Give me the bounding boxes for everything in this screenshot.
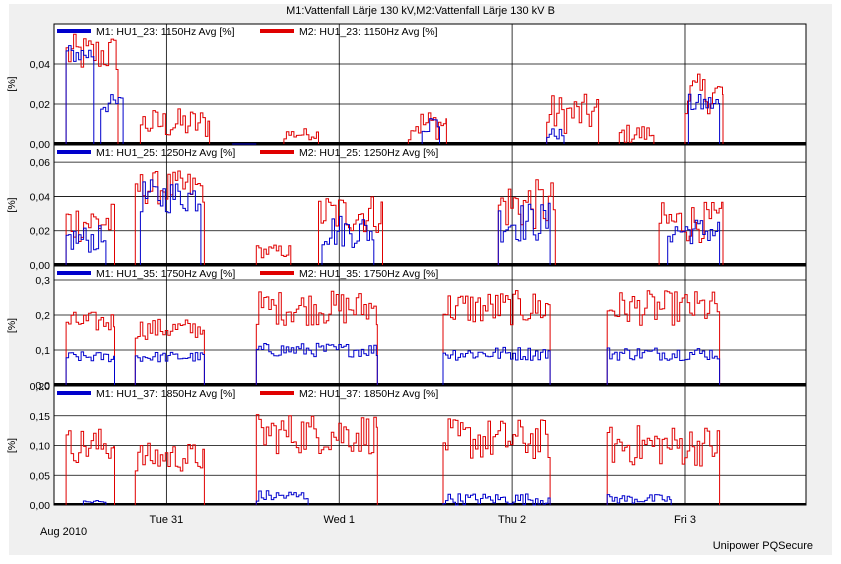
series-line-m2 [442, 418, 551, 505]
series-line-m1 [255, 490, 309, 505]
series-line-m1 [606, 494, 672, 505]
y-tick-label: 0,06 [30, 157, 51, 169]
plot-area [53, 144, 807, 266]
x-tick-label: Fri 3 [674, 514, 696, 526]
y-tick-label: 0,15 [30, 411, 51, 423]
panel-4: 0,00 0,05 0,10 0,15 0,20 [%] M1: HU1_37: 1850H… [6, 381, 807, 512]
legend-label: M2: HU1_25: 1250Hz Avg [%] [299, 147, 438, 159]
series-line-m2 [318, 196, 383, 265]
brand-label: Unipower PQSecure [712, 540, 813, 552]
y-tick-label: 0,10 [30, 441, 51, 453]
y-tick-label: 0,20 [30, 381, 51, 393]
y-tick-label: 0,02 [30, 99, 51, 111]
series-line-m2 [65, 311, 115, 385]
panel-3: 0,0 0,1 0,2 0,3 [%] M1: HU1_35: 1750Hz Avg [%… [6, 265, 807, 392]
series-line-m1 [134, 351, 205, 385]
legend-label: M1: HU1_23: 1150Hz Avg [%] [96, 26, 235, 38]
x-tick-label: Wed 1 [323, 514, 355, 526]
series-line-m1 [321, 215, 375, 265]
series-line-m1 [546, 128, 565, 144]
series-line-m2 [442, 290, 551, 385]
x-tick-label: Thu 2 [498, 514, 526, 526]
series-line-m1 [82, 500, 107, 505]
y-tick-label: 0,00 [30, 139, 51, 151]
y-tick-label: 0,2 [35, 310, 50, 322]
series-line-m1 [667, 219, 721, 265]
series-line-m1 [100, 94, 124, 144]
y-axis-label: [%] [6, 197, 18, 212]
y-tick-label: 0,05 [30, 470, 51, 482]
y-tick-label: 0,00 [30, 500, 51, 512]
series-line-m1 [139, 179, 202, 265]
y-tick-label: 0,04 [30, 191, 51, 203]
legend-label: M1: HU1_25: 1250Hz Avg [%] [96, 147, 235, 159]
legend-label: M1: HU1_37: 1850Hz Avg [%] [96, 388, 235, 400]
y-axis-label: [%] [6, 76, 18, 91]
series-line-m2 [255, 290, 378, 385]
series-line-m1 [606, 347, 721, 385]
series-line-m2 [606, 425, 721, 505]
series-line-m1 [497, 202, 551, 265]
plot-area [53, 265, 807, 386]
panel-1: 0,00 0,02 0,04 [%] M1: HU1_23: 1150Hz Avg [%… [6, 23, 807, 151]
series-line-m2 [546, 93, 600, 144]
panel-2: 0,00 0,02 0,04 0,06 [%] M1: HU1_25: 1250Hz Av… [6, 144, 807, 272]
series-line-m2 [65, 428, 115, 505]
legend-label: M2: HU1_37: 1850Hz Avg [%] [299, 388, 438, 400]
series-line-m1 [255, 342, 378, 385]
series-line-m1 [65, 351, 115, 385]
y-tick-label: 0,3 [35, 275, 50, 287]
y-tick-label: 0,0 [35, 380, 50, 392]
y-tick-label: 0,00 [30, 260, 51, 272]
legend-label: M2: HU1_35: 1750Hz Avg [%] [299, 268, 438, 280]
y-tick-label: 0,04 [30, 59, 51, 71]
series-line-m2 [255, 414, 378, 505]
chart-title: M1:Vattenfall Lärje 130 kV,M2:Vattenfall… [286, 5, 555, 17]
y-tick-label: 0,1 [35, 345, 50, 357]
series-line-m2 [407, 112, 447, 144]
series-line-m2 [618, 124, 655, 144]
y-tick-label: 0,02 [30, 226, 51, 238]
x-tick-label: Tue 31 [149, 514, 183, 526]
series-line-m1 [442, 346, 551, 385]
series-line-m2 [606, 290, 721, 385]
series-line-m2 [134, 318, 205, 385]
series-line-m2 [139, 108, 211, 144]
legend-label: M1: HU1_35: 1750Hz Avg [%] [96, 268, 235, 280]
series-line-m2 [134, 442, 205, 505]
series-line-m1 [65, 45, 95, 144]
series-line-m1 [687, 93, 721, 144]
series-line-m2 [255, 244, 292, 265]
series-line-m1 [65, 225, 107, 265]
series-line-m1 [421, 118, 440, 144]
series-line-m2 [658, 201, 724, 265]
y-axis-label: [%] [6, 438, 18, 453]
y-axis-label: [%] [6, 318, 18, 333]
series-line-m2 [684, 73, 724, 144]
series-line-m1 [442, 493, 551, 506]
legend-label: M2: HU1_23: 1150Hz Avg [%] [299, 26, 438, 38]
series-line-m2 [283, 128, 319, 144]
series-line-m2 [65, 33, 119, 144]
date-label: Aug 2010 [40, 526, 88, 538]
